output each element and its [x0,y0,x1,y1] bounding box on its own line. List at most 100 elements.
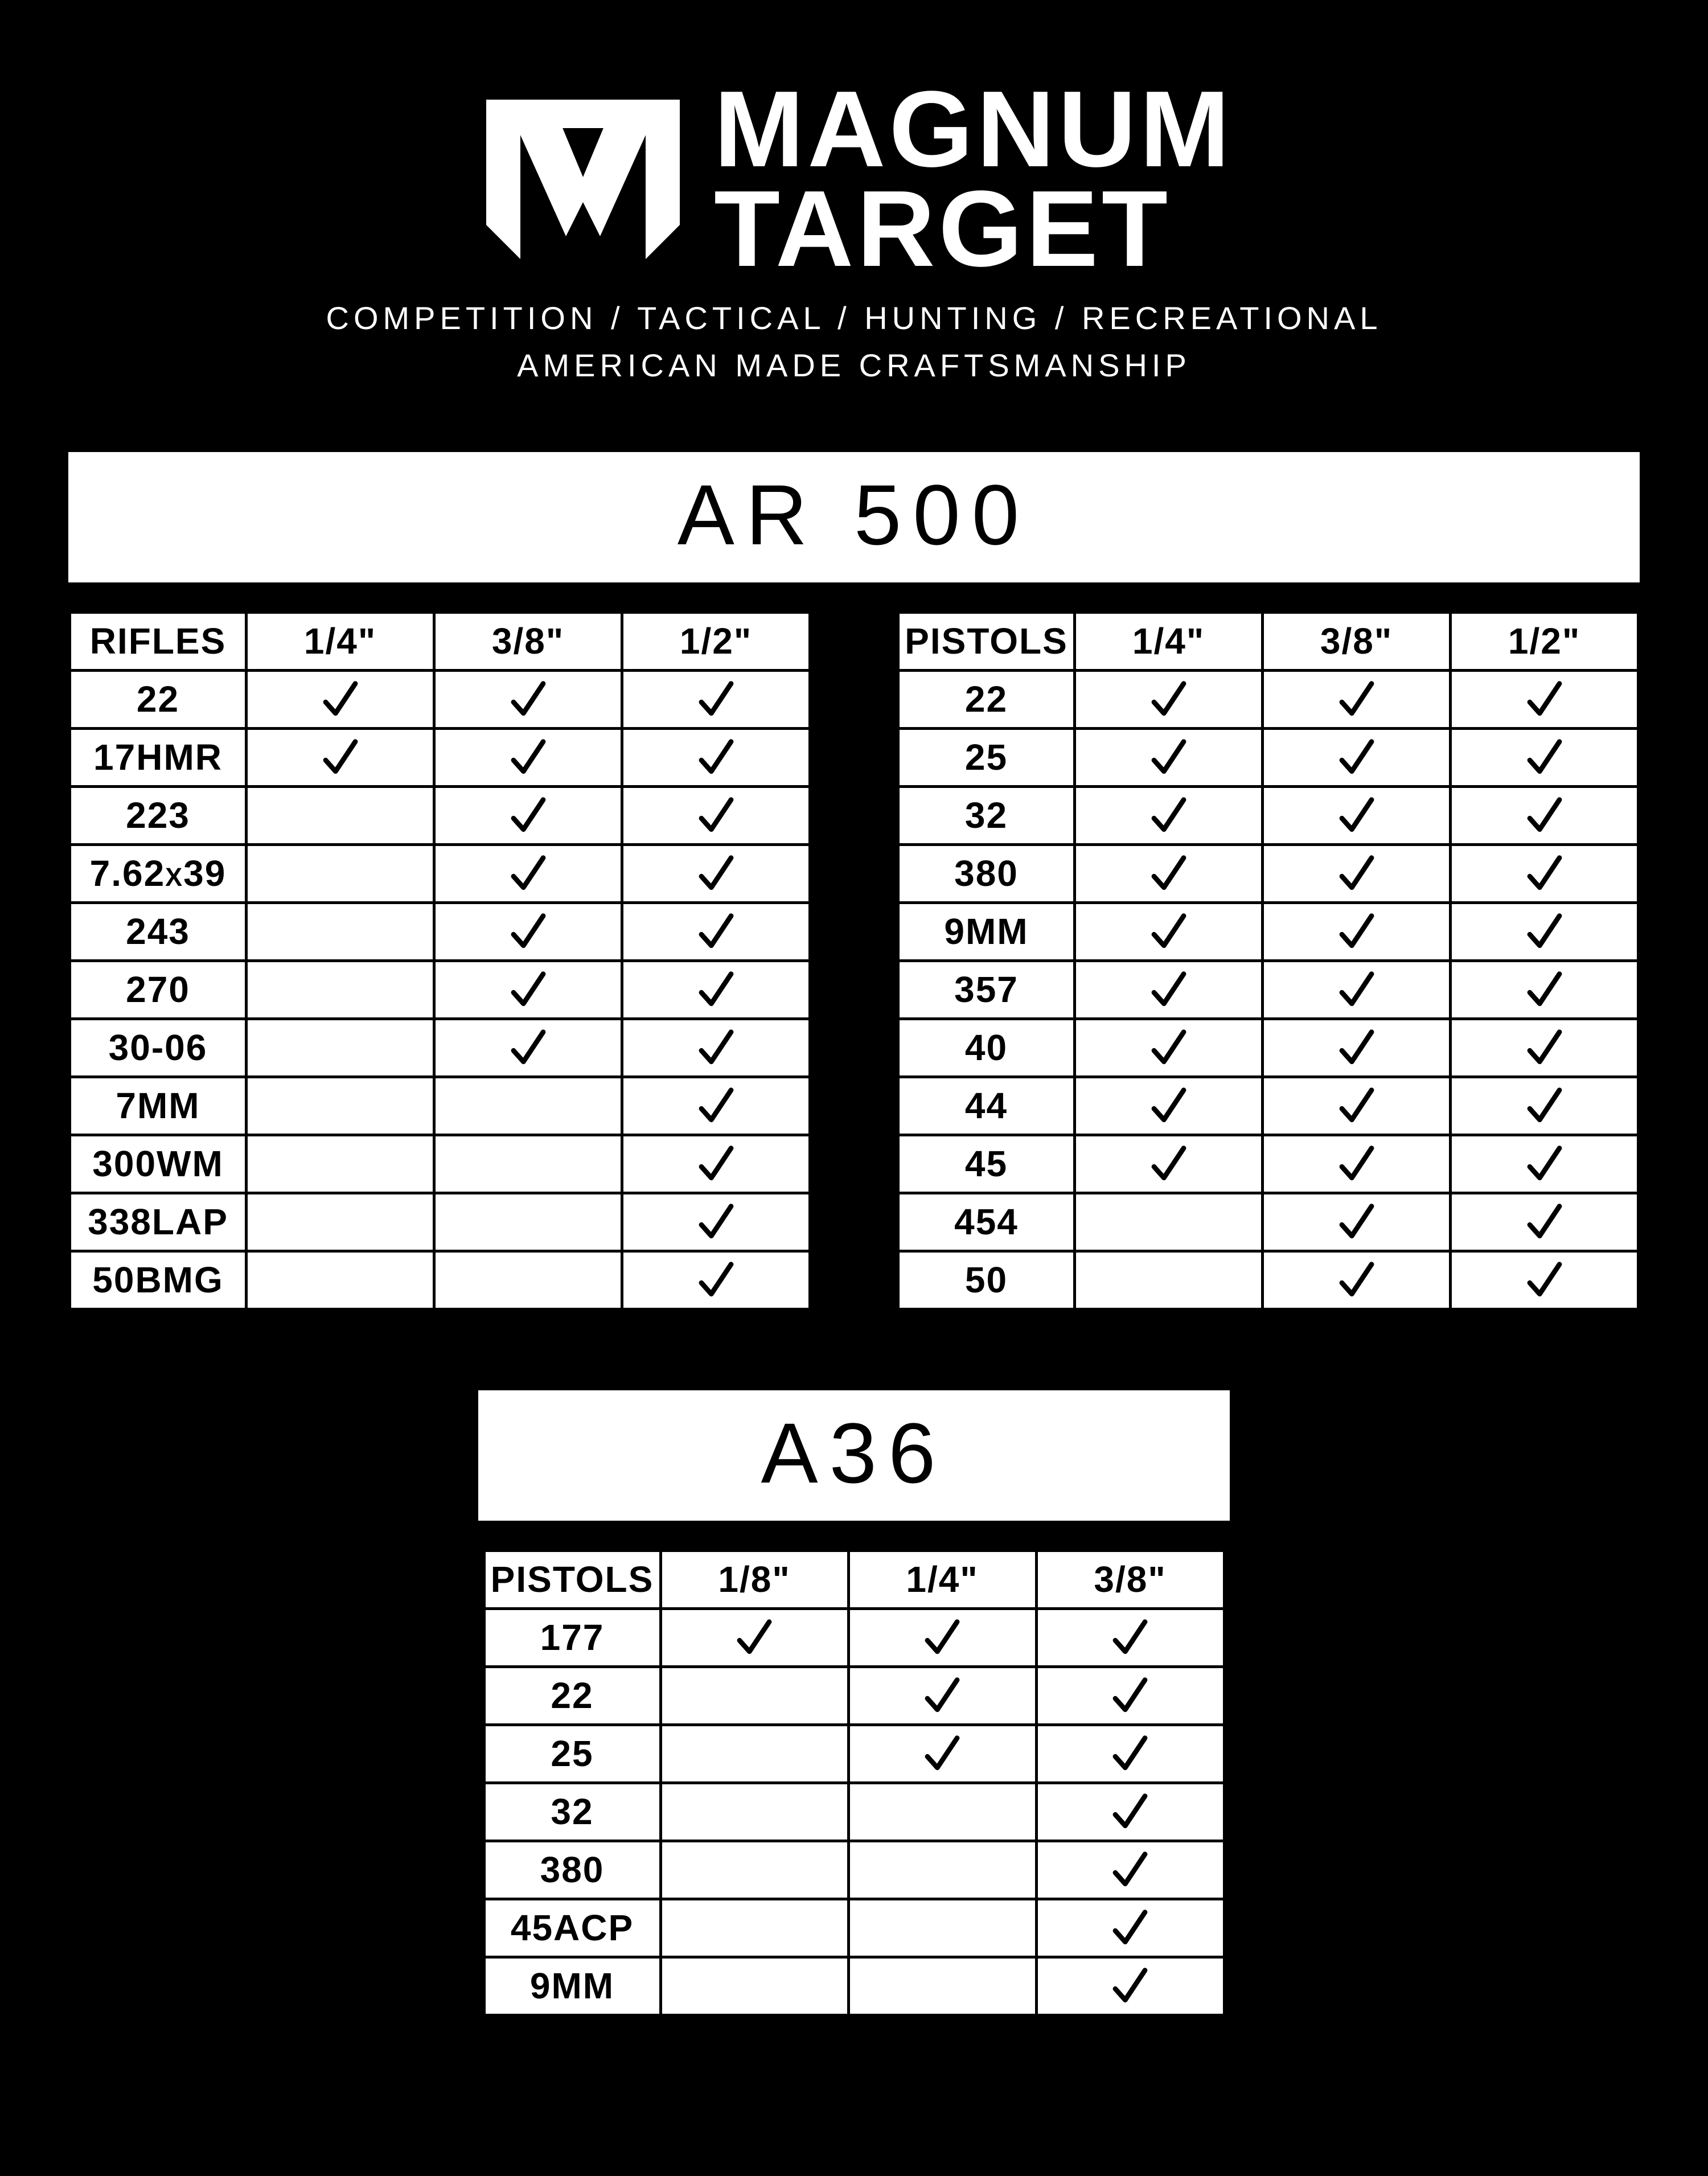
row-label: 25 [484,1725,660,1783]
cell [247,902,434,960]
check-icon [508,795,548,838]
cell [1263,728,1451,786]
cell [1451,1077,1639,1135]
check-icon [696,1259,736,1303]
row-label: 454 [898,1193,1075,1251]
table-header-cell: 3/8" [434,612,622,670]
table-row: 40 [898,1019,1639,1077]
check-icon [1337,737,1377,780]
row-label: 40 [898,1019,1075,1077]
row-label: 380 [484,1841,660,1899]
table-row: 22 [70,670,810,728]
row-label: 32 [898,786,1075,844]
cell [848,1725,1036,1783]
cell [1036,1841,1224,1899]
check-icon [1337,911,1377,954]
cell [1451,728,1639,786]
cell [1451,960,1639,1019]
table-header-cell: 3/8" [1036,1550,1224,1608]
cell [247,1019,434,1077]
check-icon [696,1085,736,1128]
check-icon [1525,737,1565,780]
cell [1451,902,1639,960]
check-icon [1337,853,1377,896]
cell [434,1251,622,1309]
check-icon [1149,853,1189,896]
table-header-cell: PISTOLS [898,612,1075,670]
cell [247,786,434,844]
cell [1036,1783,1224,1841]
cell [622,844,810,902]
row-label: 22 [484,1666,660,1725]
check-icon [1149,737,1189,780]
cell [434,1193,622,1251]
check-icon [508,911,548,954]
cell [1451,1019,1639,1077]
row-label: 44 [898,1077,1075,1135]
a36-pistols-table: PISTOLS1/8"1/4"3/8"17722253238045ACP9MM [483,1549,1226,2017]
table-row: 30-06 [70,1019,810,1077]
cell [434,844,622,902]
cell [1451,1251,1639,1309]
cell [434,1135,622,1193]
tagline-line-1: COMPETITION / TACTICAL / HUNTING / RECRE… [326,299,1382,336]
check-icon [696,737,736,780]
check-icon [321,737,360,780]
check-icon [1149,679,1189,722]
check-icon [508,969,548,1012]
check-icon [1110,1617,1150,1660]
check-icon [922,1675,962,1718]
check-icon [1337,795,1377,838]
check-icon [1110,1733,1150,1776]
cell [1075,1193,1263,1251]
cell [1263,902,1451,960]
table-row: 243 [70,902,810,960]
cell [1263,1019,1451,1077]
check-icon [1525,1143,1565,1186]
logo-word-2: TARGET [714,179,1233,279]
cell [622,1077,810,1135]
table-header-cell: RIFLES [70,612,247,670]
table-row: 357 [898,960,1639,1019]
row-label: 50BMG [70,1251,247,1309]
check-icon [1110,1907,1150,1951]
logo-text: MAGNUM TARGET [714,80,1233,279]
cell [1451,1135,1639,1193]
check-icon [1525,1259,1565,1303]
table-row: 300WM [70,1135,810,1193]
check-icon [696,1027,736,1070]
check-icon [1525,911,1565,954]
cell [660,1725,848,1783]
check-icon [696,853,736,896]
table-row: 50BMG [70,1251,810,1309]
table-row: 9MM [484,1957,1224,2015]
row-label: 380 [898,844,1075,902]
table-row: 9MM [898,902,1639,960]
a36-table-wrap: PISTOLS1/8"1/4"3/8"17722253238045ACP9MM [68,1549,1640,2017]
cell [848,1899,1036,1957]
cell [1263,1077,1451,1135]
row-label: 338LAP [70,1193,247,1251]
cell [1075,1019,1263,1077]
check-icon [1149,969,1189,1012]
magnum-target-logo-icon [475,88,691,270]
cell [622,786,810,844]
check-icon [1525,679,1565,722]
check-icon [1110,1965,1150,2009]
cell [1451,786,1639,844]
check-icon [1525,1027,1565,1070]
cell [1263,786,1451,844]
cell [434,786,622,844]
table-header-cell: 1/4" [1075,612,1263,670]
check-icon [696,795,736,838]
cell [622,1019,810,1077]
cell [1075,1135,1263,1193]
cell [848,1957,1036,2015]
cell [1263,1251,1451,1309]
table-header-cell: 1/2" [1451,612,1639,670]
check-icon [1149,1143,1189,1186]
cell [1075,1077,1263,1135]
check-icon [1110,1791,1150,1834]
table-row: 22 [484,1666,1224,1725]
row-label: 25 [898,728,1075,786]
